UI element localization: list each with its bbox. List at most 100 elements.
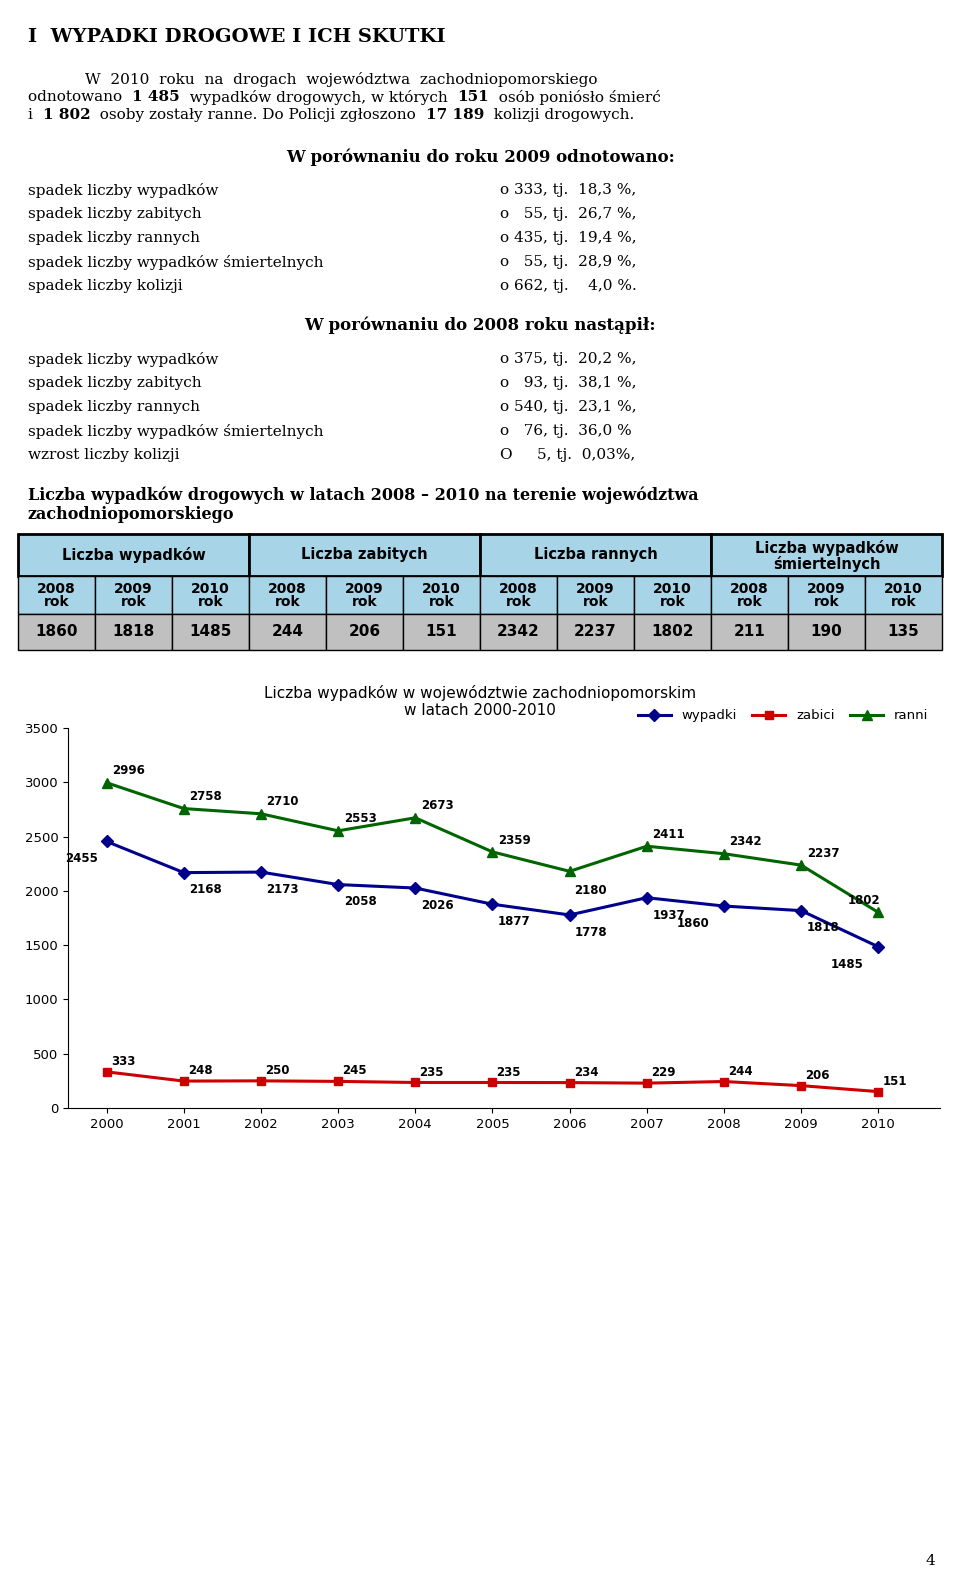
Text: 206: 206 <box>348 624 380 640</box>
Text: spadek liczby rannych: spadek liczby rannych <box>28 230 200 245</box>
ranni <box>101 773 112 792</box>
Text: osoby zostały ranne. Do Policji zgłoszono: osoby zostały ranne. Do Policji zgłoszon… <box>90 108 425 122</box>
zabici <box>101 1062 112 1081</box>
Text: rok: rok <box>736 596 762 610</box>
ranni <box>873 904 884 923</box>
Text: 2237: 2237 <box>574 624 617 640</box>
Text: 245: 245 <box>343 1064 367 1077</box>
Text: wzrost liczby kolizji: wzrost liczby kolizji <box>28 448 180 462</box>
Text: 250: 250 <box>265 1064 290 1077</box>
Text: spadek liczby rannych: spadek liczby rannych <box>28 400 200 414</box>
Text: rok: rok <box>44 596 69 610</box>
Text: Liczba wypadków drogowych w latach 2008 – 2010 na terenie województwa: Liczba wypadków drogowych w latach 2008 … <box>28 486 699 503</box>
Text: 1802: 1802 <box>848 894 880 907</box>
Text: 2237: 2237 <box>806 846 839 859</box>
Text: 2342: 2342 <box>497 624 540 640</box>
Text: rok: rok <box>891 596 916 610</box>
Text: 151: 151 <box>425 624 457 640</box>
Text: 190: 190 <box>810 624 842 640</box>
Text: rok: rok <box>583 596 609 610</box>
Text: kolizji drogowych.: kolizji drogowych. <box>484 108 635 122</box>
zabici <box>641 1073 653 1093</box>
Text: Liczba wypadków w województwie zachodniopomorskim: Liczba wypadków w województwie zachodnio… <box>264 684 696 700</box>
ranni <box>718 845 730 864</box>
zabici <box>255 1072 267 1091</box>
Text: w latach 2000-2010: w latach 2000-2010 <box>404 703 556 718</box>
wypadki <box>178 864 189 883</box>
Bar <box>403 576 480 615</box>
Text: rok: rok <box>198 596 224 610</box>
Text: 2010: 2010 <box>653 581 692 596</box>
Text: 248: 248 <box>188 1064 212 1077</box>
Text: 1877: 1877 <box>498 915 531 927</box>
wypadki <box>487 894 498 913</box>
zabici <box>410 1073 421 1093</box>
Text: 2173: 2173 <box>267 883 299 896</box>
Text: 2996: 2996 <box>112 764 145 778</box>
Bar <box>557 615 634 649</box>
Text: 2058: 2058 <box>344 896 376 908</box>
Line: zabici: zabici <box>103 1067 882 1096</box>
Text: o 662, tj.    4,0 %.: o 662, tj. 4,0 %. <box>500 279 636 294</box>
Bar <box>480 615 557 649</box>
Text: rok: rok <box>429 596 454 610</box>
Text: 2710: 2710 <box>267 796 299 808</box>
Bar <box>557 576 634 615</box>
Text: rok: rok <box>660 596 685 610</box>
Text: spadek liczby zabitych: spadek liczby zabitych <box>28 376 202 391</box>
Legend: wypadki, zabici, ranni: wypadki, zabici, ranni <box>633 703 933 727</box>
Text: o   76, tj.  36,0 %: o 76, tj. 36,0 % <box>500 424 632 438</box>
Bar <box>788 615 865 649</box>
Bar <box>249 615 326 649</box>
wypadki <box>410 878 421 897</box>
Bar <box>172 615 249 649</box>
Text: rok: rok <box>121 596 146 610</box>
Text: spadek liczby wypadków: spadek liczby wypadków <box>28 353 218 367</box>
Text: 2008: 2008 <box>731 581 769 596</box>
Text: 2008: 2008 <box>37 581 76 596</box>
Text: 1485: 1485 <box>189 624 231 640</box>
Text: Liczba rannych: Liczba rannych <box>534 548 658 562</box>
Text: o 540, tj.  23,1 %,: o 540, tj. 23,1 %, <box>500 400 636 414</box>
Text: o   55, tj.  26,7 %,: o 55, tj. 26,7 %, <box>500 206 636 221</box>
Text: 2758: 2758 <box>189 791 222 804</box>
Text: rok: rok <box>814 596 839 610</box>
zabici <box>178 1072 189 1091</box>
Text: 235: 235 <box>496 1066 521 1078</box>
Bar <box>249 576 326 615</box>
Text: 4: 4 <box>925 1555 935 1567</box>
Bar <box>480 534 711 576</box>
Text: o   93, tj.  38,1 %,: o 93, tj. 38,1 %, <box>500 376 636 391</box>
Text: 2673: 2673 <box>420 799 453 813</box>
zabici <box>564 1073 575 1093</box>
zabici <box>718 1072 730 1091</box>
Text: 2180: 2180 <box>574 883 607 897</box>
Text: 151: 151 <box>882 1075 907 1088</box>
Text: 2010: 2010 <box>191 581 229 596</box>
wypadki <box>332 875 344 894</box>
wypadki <box>873 937 884 956</box>
Text: Liczba wypadków: Liczba wypadków <box>61 546 205 564</box>
Text: 2342: 2342 <box>730 835 762 848</box>
Line: ranni: ranni <box>102 778 883 918</box>
zabici <box>487 1073 498 1093</box>
Bar <box>18 615 95 649</box>
wypadki <box>564 905 575 924</box>
Text: 2008: 2008 <box>499 581 538 596</box>
Text: i: i <box>28 108 42 122</box>
Text: 211: 211 <box>733 624 765 640</box>
Bar <box>18 534 249 576</box>
Text: 1818: 1818 <box>112 624 155 640</box>
Text: wypadków drogowych, w których: wypadków drogowych, w których <box>180 91 457 105</box>
Text: 135: 135 <box>888 624 920 640</box>
Text: 333: 333 <box>110 1054 135 1067</box>
Text: 2553: 2553 <box>344 813 376 826</box>
Text: 2411: 2411 <box>652 827 684 842</box>
Bar <box>634 615 711 649</box>
Text: 1 802: 1 802 <box>42 108 90 122</box>
Text: rok: rok <box>506 596 531 610</box>
Text: 151: 151 <box>457 91 489 103</box>
Text: Liczba wypadków: Liczba wypadków <box>755 540 899 556</box>
wypadki <box>255 862 267 881</box>
Bar <box>326 615 403 649</box>
